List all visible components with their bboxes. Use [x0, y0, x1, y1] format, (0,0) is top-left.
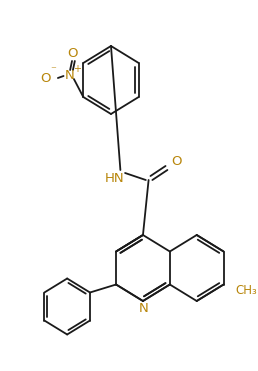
Text: HN: HN	[105, 171, 125, 184]
Text: O: O	[68, 46, 78, 59]
Text: ⁻: ⁻	[50, 65, 56, 75]
Text: N: N	[139, 302, 149, 315]
Text: CH₃: CH₃	[235, 284, 257, 297]
Text: O: O	[41, 72, 51, 85]
Text: +: +	[73, 64, 81, 74]
Text: O: O	[172, 154, 182, 167]
Text: N: N	[65, 69, 75, 82]
